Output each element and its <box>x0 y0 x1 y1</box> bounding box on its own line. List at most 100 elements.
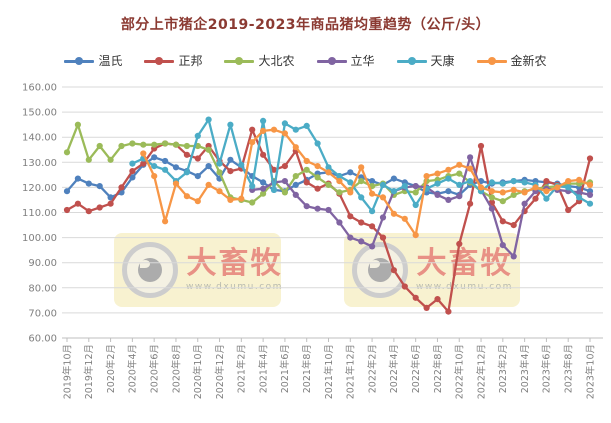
data-point <box>162 218 169 225</box>
x-tick-label: 2019年10月 <box>61 344 73 399</box>
data-point <box>63 206 71 214</box>
data-point <box>281 178 288 185</box>
data-point <box>325 169 332 176</box>
data-point <box>205 116 212 123</box>
legend-item-5: 天康 <box>396 52 455 69</box>
data-point <box>456 161 463 168</box>
data-point <box>260 117 267 124</box>
data-point <box>488 205 495 212</box>
data-point <box>477 184 485 191</box>
data-point <box>467 178 474 185</box>
data-point <box>401 183 408 190</box>
y-tick-label: 90.00 <box>28 258 57 269</box>
data-point <box>543 188 550 195</box>
data-point <box>554 184 561 191</box>
data-point <box>281 120 288 127</box>
legend-label: 大北农 <box>258 54 295 68</box>
data-point <box>423 304 430 311</box>
data-point <box>543 195 550 202</box>
data-point <box>183 169 190 176</box>
x-tick-label: 2023年8月 <box>563 344 575 393</box>
data-point <box>260 190 267 197</box>
data-point <box>140 150 147 157</box>
data-point <box>172 164 180 171</box>
data-point <box>586 155 594 162</box>
y-tick-label: 140.00 <box>22 133 57 144</box>
data-point <box>499 189 506 196</box>
data-point <box>140 160 147 167</box>
legend-label: 天康 <box>430 54 455 68</box>
data-point <box>369 208 376 215</box>
x-tick-label: 2020年4月 <box>127 344 139 393</box>
legend-line-dot-icon <box>144 56 175 65</box>
data-point <box>205 146 212 153</box>
data-point <box>292 126 299 133</box>
data-point <box>456 193 463 200</box>
data-point <box>205 181 212 188</box>
data-point <box>369 243 376 250</box>
data-point <box>434 180 441 187</box>
data-point <box>358 238 365 245</box>
data-point <box>216 188 223 195</box>
x-tick-label: 2021年10月 <box>323 344 335 399</box>
data-point <box>107 156 114 163</box>
x-tick-label: 2022年10月 <box>454 344 466 399</box>
data-point <box>118 142 125 150</box>
data-point <box>194 173 201 180</box>
data-point <box>292 191 299 198</box>
watermark-eye-logo-icon <box>352 242 408 298</box>
data-point <box>85 208 92 215</box>
data-point <box>129 168 136 175</box>
data-point <box>467 165 474 172</box>
data-point <box>194 132 201 139</box>
data-point <box>576 176 583 183</box>
y-tick-label: 130.00 <box>22 158 57 169</box>
data-point <box>205 163 212 170</box>
data-point <box>543 178 550 185</box>
data-point <box>227 156 234 163</box>
data-point <box>129 160 136 167</box>
data-point <box>390 175 397 182</box>
data-point <box>260 179 267 186</box>
data-point <box>292 144 299 151</box>
data-point <box>260 185 267 192</box>
data-point <box>238 195 245 202</box>
data-point <box>314 163 321 170</box>
x-tick-label: 2022年2月 <box>366 344 378 393</box>
data-point <box>129 174 136 181</box>
data-point <box>227 196 234 203</box>
data-point <box>140 141 147 148</box>
data-point <box>456 240 463 247</box>
data-point <box>303 157 310 165</box>
data-point <box>162 157 169 165</box>
data-point <box>347 234 354 241</box>
data-point <box>303 203 310 210</box>
data-point <box>434 296 441 303</box>
data-point <box>74 121 81 128</box>
data-point <box>347 169 354 176</box>
data-point <box>325 181 332 188</box>
data-point <box>151 154 158 161</box>
x-tick-label: 2023年6月 <box>541 344 553 393</box>
legend: 温氏 正邦 大北农 立华 天康 金新农 <box>0 52 611 69</box>
data-point <box>521 189 528 196</box>
data-point <box>456 181 463 188</box>
data-point <box>216 169 223 176</box>
data-point <box>292 181 299 188</box>
data-point <box>194 198 201 205</box>
x-tick-label: 2023年2月 <box>497 344 509 393</box>
legend-label: 立华 <box>350 54 375 68</box>
data-point <box>249 183 256 190</box>
x-tick-label: 2022年6月 <box>410 344 422 393</box>
watermark-eye-logo-icon <box>122 242 178 298</box>
data-point <box>151 163 158 170</box>
data-point <box>488 188 495 195</box>
legend-item-6: 金新农 <box>476 52 547 69</box>
data-point <box>281 130 288 137</box>
data-point <box>162 166 169 173</box>
data-point <box>379 234 387 241</box>
legend-line-dot-icon <box>224 56 255 65</box>
legend-item-2: 正邦 <box>144 52 202 69</box>
y-tick-label: 150.00 <box>22 108 57 119</box>
